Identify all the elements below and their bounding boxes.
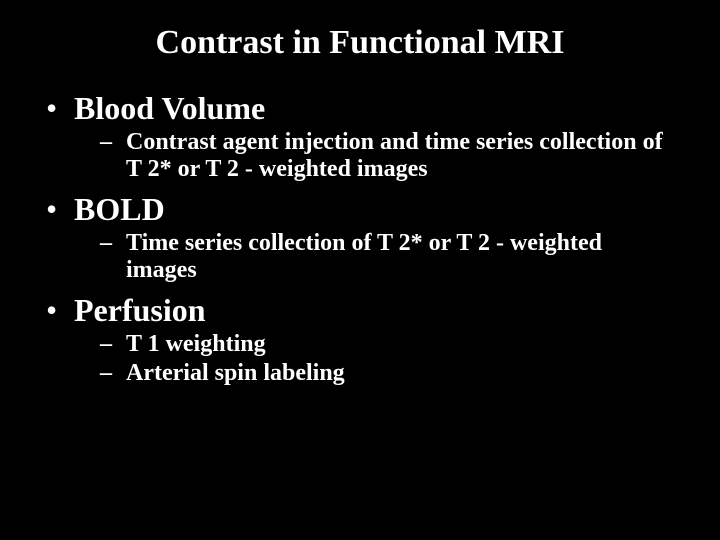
bullet-blood-volume: • Blood Volume [46,90,684,127]
dash-icon: – [100,230,126,257]
bullet-label: Perfusion [74,292,206,329]
bullet-bold: • BOLD [46,191,684,228]
sub-bullet-text: Arterial spin labeling [126,360,345,387]
dash-icon: – [100,331,126,358]
sub-bullet: – Contrast agent injection and time seri… [100,129,684,183]
dash-icon: – [100,129,126,156]
sub-bullet: – Arterial spin labeling [100,360,684,387]
slide: Contrast in Functional MRI • Blood Volum… [0,0,720,540]
slide-title: Contrast in Functional MRI [36,24,684,62]
sub-bullet-text: T 1 weighting [126,331,266,358]
sub-bullet-text: Contrast agent injection and time series… [126,129,676,183]
dash-icon: – [100,360,126,387]
sub-bullet-text: Time series collection of T 2* or T 2 - … [126,230,676,284]
sub-bullet: – T 1 weighting [100,331,684,358]
bullet-perfusion: • Perfusion [46,292,684,329]
bullet-dot-icon: • [46,90,74,127]
bullet-label: BOLD [74,191,165,228]
bullet-label: Blood Volume [74,90,265,127]
sub-bullet: – Time series collection of T 2* or T 2 … [100,230,684,284]
bullet-dot-icon: • [46,292,74,329]
bullet-dot-icon: • [46,191,74,228]
